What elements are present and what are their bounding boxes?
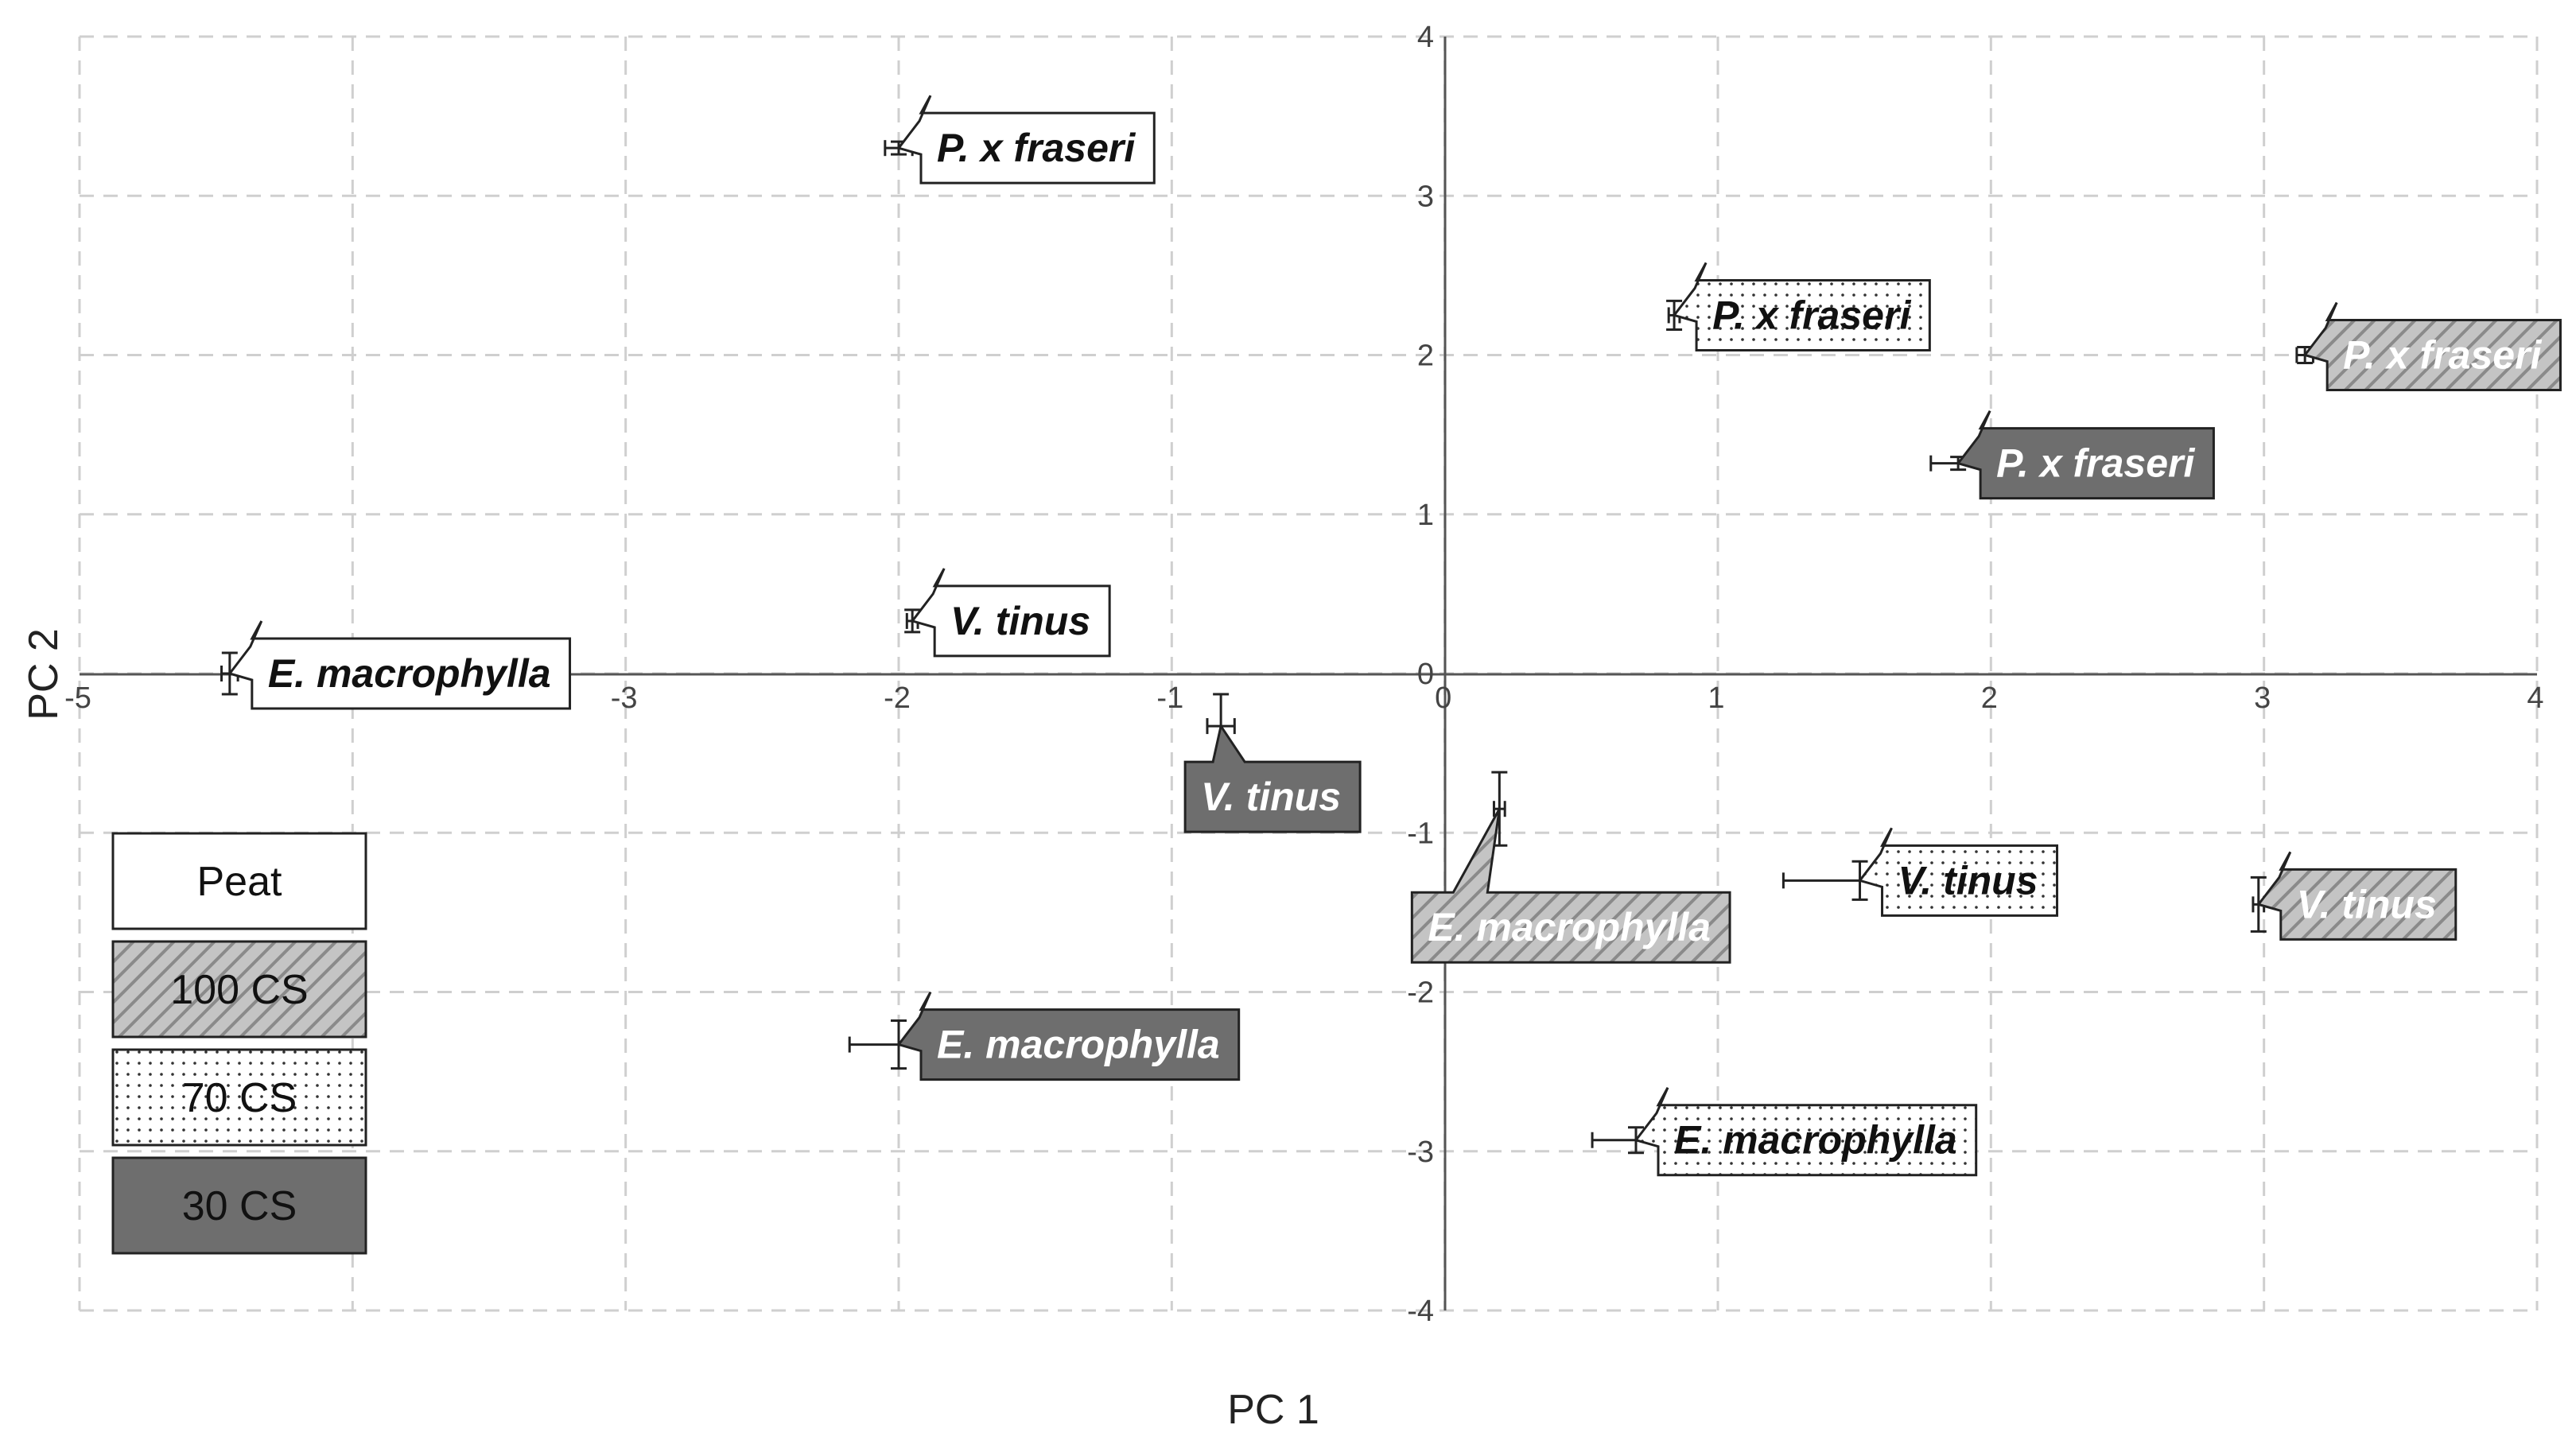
y-tick-label: -2 bbox=[1407, 976, 1434, 1010]
legend-label: 70 CS bbox=[182, 1075, 297, 1121]
legend-item: 30 CS bbox=[111, 1156, 367, 1255]
data-point: E. macrophylla bbox=[1591, 1087, 1978, 1177]
x-tick-label: 0 bbox=[1435, 681, 1451, 715]
legend-swatch bbox=[111, 940, 367, 1039]
point-callout-box bbox=[2256, 851, 2457, 941]
legend-swatch bbox=[111, 832, 367, 930]
y-tick-label: 0 bbox=[1417, 658, 1434, 691]
point-label: E. macrophylla bbox=[1428, 905, 1711, 949]
legend-item: Peat bbox=[111, 832, 367, 930]
x-tick-label: 4 bbox=[2527, 681, 2543, 715]
x-tick-label: 3 bbox=[2254, 681, 2271, 715]
y-tick-label: 4 bbox=[1417, 21, 1434, 54]
x-tick-label: -1 bbox=[1156, 681, 1183, 715]
data-points: P. x fraseri V. tinus E. macrophylla P. x f… bbox=[220, 95, 2562, 1177]
x-tick-label: 1 bbox=[1708, 681, 1724, 715]
x-axis-title: PC 1 bbox=[1227, 1387, 1319, 1433]
data-point: E. macrophylla bbox=[220, 620, 572, 710]
x-tick-label: -2 bbox=[884, 681, 911, 715]
point-callout-box bbox=[1634, 1087, 1978, 1177]
legend-swatch bbox=[111, 1156, 367, 1255]
data-point: P. x fraseri bbox=[2295, 301, 2562, 391]
point-label: V. tinus bbox=[1898, 858, 2038, 903]
point-label: V. tinus bbox=[1201, 775, 1341, 819]
y-tick-label: 3 bbox=[1417, 180, 1434, 213]
data-point: V. tinus bbox=[1183, 693, 1362, 833]
point-label: P. x fraseri bbox=[2343, 333, 2542, 378]
y-tick-label: -1 bbox=[1407, 817, 1434, 850]
legend-label: Peat bbox=[197, 859, 283, 905]
legend-swatch bbox=[111, 1048, 367, 1147]
legend-label: 100 CS bbox=[170, 967, 308, 1013]
point-callout-box bbox=[1956, 410, 2215, 500]
legend-item: 100 CS bbox=[111, 940, 367, 1039]
point-callout-box bbox=[1183, 723, 1362, 833]
point-callout-box bbox=[910, 568, 1111, 658]
point-label: E. macrophylla bbox=[1674, 1118, 1957, 1163]
y-tick-label: 1 bbox=[1417, 499, 1434, 532]
point-label: V. tinus bbox=[2297, 882, 2437, 926]
legend-item: 70 CS bbox=[111, 1048, 367, 1147]
data-point: V. tinus bbox=[904, 568, 1111, 658]
point-callout-box bbox=[2302, 301, 2562, 391]
data-point: P. x fraseri bbox=[1929, 410, 2215, 500]
y-tick-labels: -4 -3 -2 -1 0 1 2 3 4 bbox=[1407, 21, 1434, 1328]
legend: Peat 100 CS 70 CS 30 CS bbox=[111, 832, 367, 1255]
x-tick-label: 2 bbox=[1981, 681, 1998, 715]
point-callout-box bbox=[1672, 262, 1931, 351]
y-tick-label: -3 bbox=[1407, 1136, 1434, 1169]
point-label: P. x fraseri bbox=[1996, 441, 2195, 486]
y-tick-label: 2 bbox=[1417, 340, 1434, 373]
point-callout-box bbox=[1858, 827, 2059, 917]
y-tick-label: -4 bbox=[1407, 1295, 1434, 1328]
data-point: E. macrophylla bbox=[848, 991, 1241, 1081]
legend-label: 30 CS bbox=[182, 1183, 297, 1229]
point-callout-box bbox=[896, 991, 1241, 1081]
y-axis-title: PC 2 bbox=[21, 628, 67, 720]
point-label: E. macrophylla bbox=[937, 1023, 1220, 1067]
x-tick-label: -5 bbox=[64, 681, 91, 715]
data-point: P. x fraseri bbox=[1666, 262, 1931, 351]
point-label: P. x fraseri bbox=[937, 126, 1136, 170]
data-point: P. x fraseri bbox=[884, 95, 1156, 184]
point-label: P. x fraseri bbox=[1712, 293, 1911, 337]
point-label: E. macrophylla bbox=[268, 651, 551, 696]
x-tick-label: -3 bbox=[611, 681, 638, 715]
point-callout-box bbox=[1410, 808, 1731, 964]
point-label: V. tinus bbox=[950, 599, 1090, 643]
point-callout-box bbox=[227, 620, 572, 710]
data-point: V. tinus bbox=[2250, 851, 2457, 941]
data-point: E. macrophylla bbox=[1410, 771, 1731, 964]
data-point: V. tinus bbox=[1781, 827, 2059, 917]
point-callout-box bbox=[896, 95, 1156, 184]
